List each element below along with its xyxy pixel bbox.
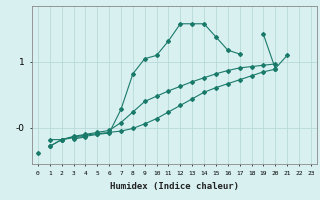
X-axis label: Humidex (Indice chaleur): Humidex (Indice chaleur) bbox=[110, 182, 239, 191]
